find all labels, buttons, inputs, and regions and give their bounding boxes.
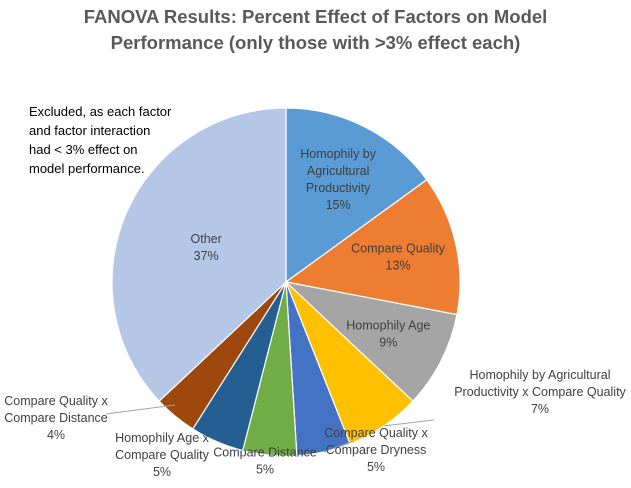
slice-value-label: 15% bbox=[326, 198, 351, 212]
annotation-line-4: model performance. bbox=[29, 161, 145, 176]
slice-label-2: Compare Quality 13% bbox=[351, 241, 446, 272]
slice-name-line: Homophily Age x bbox=[115, 431, 210, 445]
slice-value-label: 5% bbox=[153, 465, 171, 479]
pie-slice-1 bbox=[285, 107, 428, 284]
chart-title-line-1: FANOVA Results: Percent Effect of Factor… bbox=[83, 6, 548, 27]
slice-value-label: 13% bbox=[386, 258, 411, 272]
chart-title: FANOVA Results: Percent Effect of Factor… bbox=[0, 4, 631, 56]
slice-label-6: Compare Distance 5% bbox=[213, 446, 317, 477]
slice-label-7: Homophily Age x Compare Quality 5% bbox=[115, 431, 210, 479]
slice-name-line: Compare Quality x bbox=[4, 394, 108, 408]
slice-name-line: Agricultural bbox=[307, 164, 370, 178]
pie-slice-2 bbox=[284, 178, 461, 316]
slice-name-line: Compare Quality x bbox=[324, 426, 428, 440]
slice-name-line: Compare Distance bbox=[213, 446, 317, 460]
slice-label-5: Compare Quality x Compare Dryness 5% bbox=[324, 426, 428, 474]
slice-name-line: Productivity x Compare Quality bbox=[454, 385, 626, 399]
slice-value-label: 37% bbox=[194, 249, 219, 263]
leader-line-4 bbox=[383, 419, 435, 427]
leader-line-8 bbox=[105, 404, 176, 415]
slice-name-line: Productivity bbox=[306, 181, 371, 195]
slice-value-label: 7% bbox=[531, 402, 549, 416]
annotation-line-3: had < 3% effect on bbox=[29, 142, 138, 157]
slice-value-label: 9% bbox=[379, 336, 397, 350]
slice-value-label: 5% bbox=[367, 460, 385, 474]
excluded-annotation: Excluded, as each factor and factor inte… bbox=[29, 102, 171, 178]
leader-line-5 bbox=[323, 440, 355, 453]
annotation-line-2: and factor interaction bbox=[29, 123, 151, 138]
slice-name-line: Compare Distance bbox=[4, 411, 108, 425]
slice-value-label: 4% bbox=[47, 428, 65, 442]
chart-title-line-2: Performance (only those with >3% effect … bbox=[110, 32, 521, 53]
pie-slice-3 bbox=[284, 281, 458, 402]
slice-label-3: Homophily Age 9% bbox=[346, 319, 430, 350]
slice-name-line: Compare Quality bbox=[115, 448, 210, 462]
slice-label-9: Other 37% bbox=[191, 232, 222, 263]
slice-label-4: Homophily by Agricultural Productivity x … bbox=[454, 368, 626, 416]
slice-name-line: Homophily by Agricultural bbox=[469, 368, 610, 382]
slice-name-line: Homophily by bbox=[300, 147, 376, 161]
annotation-line-1: Excluded, as each factor bbox=[29, 104, 172, 119]
slice-name-line: Homophily Age bbox=[346, 319, 430, 333]
slice-label-1: Homophily by Agricultural Productivity 15% bbox=[300, 147, 376, 212]
slice-name-line: Compare Dryness bbox=[326, 443, 427, 457]
slice-name-line: Other bbox=[191, 232, 222, 246]
slice-label-8: Compare Quality x Compare Distance 4% bbox=[4, 394, 108, 442]
pie-slice-9 bbox=[111, 107, 287, 402]
slice-name-line: Compare Quality bbox=[351, 241, 446, 255]
slice-value-label: 5% bbox=[256, 463, 274, 477]
